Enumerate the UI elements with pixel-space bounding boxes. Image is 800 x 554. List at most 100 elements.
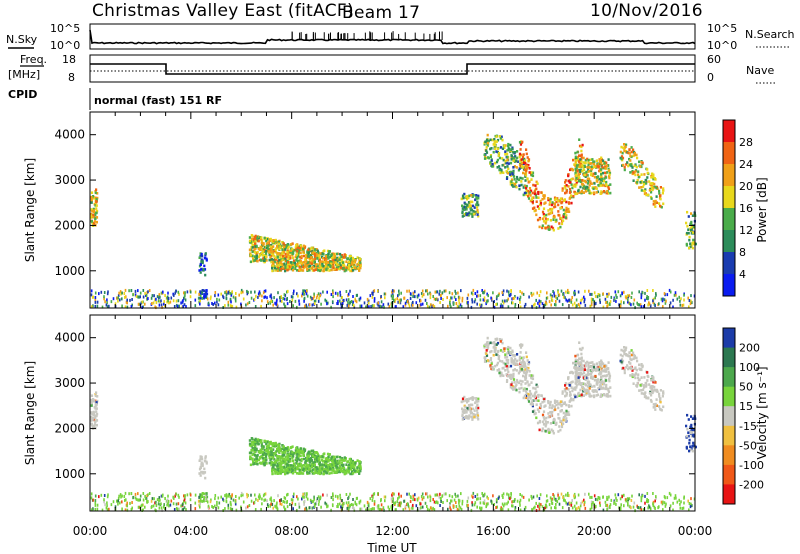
echo-cell (525, 372, 528, 375)
echo-cell (658, 192, 661, 195)
echo-cell (299, 462, 302, 466)
echo-cell (603, 177, 606, 180)
echo-cell (506, 155, 509, 159)
echo-cell (527, 392, 530, 396)
echo-cell (559, 400, 562, 403)
echo-cell (600, 174, 603, 178)
echo-cell (518, 355, 522, 359)
echo-cell (283, 458, 286, 461)
echo-cell (302, 290, 304, 293)
echo-cell (287, 261, 290, 264)
echo-cell (690, 228, 693, 232)
echo-cell (461, 299, 464, 303)
echo-cell (605, 301, 607, 304)
ytick-label: 3000 (54, 173, 85, 187)
echo-cell (225, 296, 228, 300)
echo-cell (691, 214, 694, 217)
echo-cell (461, 413, 464, 416)
echo-cell (581, 143, 584, 147)
echo-cell (316, 249, 319, 253)
echo-cell (273, 469, 276, 473)
echo-cell (216, 300, 218, 304)
echo-cell (194, 290, 197, 294)
echo-cell (522, 292, 525, 296)
echo-cell (544, 404, 547, 407)
echo-cell (166, 296, 169, 300)
echo-cell (189, 295, 192, 299)
echo-cell (580, 359, 583, 362)
echo-cell (518, 358, 521, 362)
echo-cell (475, 194, 478, 197)
echo-cell (327, 301, 329, 305)
echo-cell (309, 451, 312, 454)
echo-cell (675, 293, 677, 297)
echo-cell (289, 265, 293, 269)
echo-cell (558, 293, 561, 297)
echo-cell (420, 303, 422, 307)
echo-cell (501, 157, 504, 160)
echo-cell (550, 208, 553, 212)
echo-cell (512, 166, 515, 169)
echo-cell (518, 370, 521, 373)
echo-cell (483, 143, 486, 146)
echo-cell (90, 402, 93, 406)
echo-cell (307, 454, 310, 458)
echo-cell (587, 189, 590, 192)
echo-cell (246, 292, 249, 296)
echo-cell (323, 452, 326, 455)
echo-cell (287, 460, 290, 463)
echo-cell (688, 305, 690, 309)
echo-cell (542, 207, 546, 210)
echo-cell (332, 295, 334, 299)
echo-cell (620, 300, 622, 304)
echo-cell (580, 385, 584, 389)
echo-cell (330, 253, 333, 256)
echo-cell (326, 302, 328, 306)
echo-cell (260, 439, 263, 442)
echo-cell (511, 375, 514, 378)
echo-cell (511, 172, 514, 175)
echo-cell (118, 291, 120, 295)
echo-cell (557, 213, 560, 217)
echo-cell (654, 296, 656, 300)
echo-cell (310, 459, 313, 462)
echo-cell (298, 471, 301, 474)
echo-cell (554, 423, 557, 426)
echo-cell (575, 395, 578, 398)
echo-cell (512, 369, 515, 372)
velocity-scatter (90, 336, 697, 513)
echo-cell (114, 302, 117, 306)
echo-cell (296, 292, 298, 296)
echo-cell (496, 350, 499, 354)
echo-cell (354, 259, 357, 262)
echo-cell (479, 298, 482, 302)
echo-cell (351, 465, 354, 468)
echo-cell (271, 263, 274, 267)
echo-cell (562, 295, 565, 299)
echo-cell (535, 298, 537, 302)
echo-cell (575, 365, 578, 368)
echo-cell (557, 402, 560, 406)
echo-cell (200, 268, 203, 271)
echo-cell (259, 461, 263, 465)
echo-cell (462, 411, 466, 414)
echo-cell (277, 443, 280, 447)
echo-cell (522, 186, 525, 189)
echo-cell (528, 383, 531, 386)
echo-cell (586, 382, 589, 385)
echo-cell (476, 209, 479, 212)
echo-cell (258, 293, 261, 297)
echo-cell (632, 302, 635, 306)
echo-cell (536, 421, 540, 425)
echo-cell (602, 292, 604, 296)
echo-cell (349, 466, 352, 470)
echo-cell (117, 294, 120, 297)
echo-cell (460, 305, 463, 308)
echo-cell (353, 464, 357, 467)
echo-cell (596, 180, 599, 183)
echo-cell (622, 146, 625, 150)
echo-cell (519, 300, 521, 304)
echo-cell (471, 300, 474, 304)
echo-cell (353, 469, 356, 473)
echo-cell (371, 304, 374, 308)
